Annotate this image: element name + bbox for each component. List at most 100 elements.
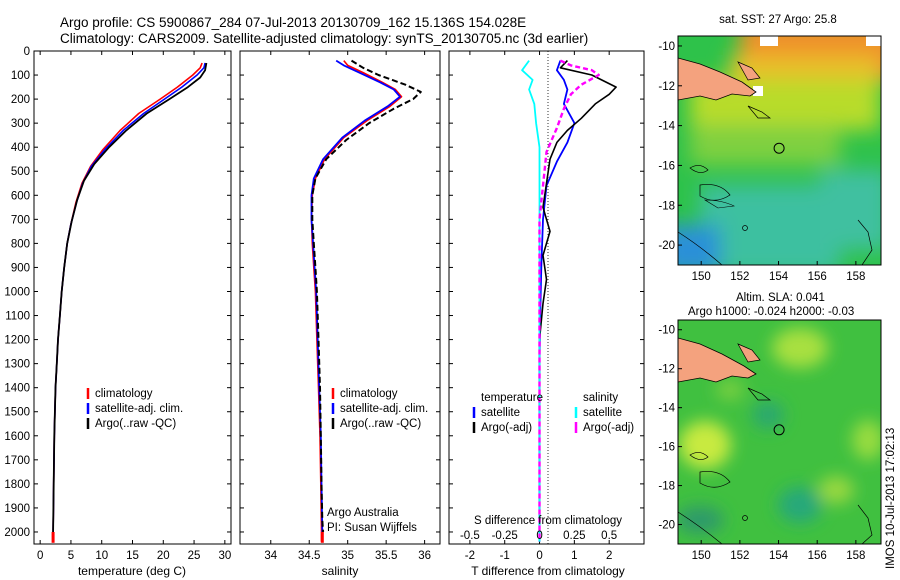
s-tick-label: -0.5 — [460, 530, 480, 542]
sla-map: Altim. SLA: 0.041 Argo h1000: -0.024 h20… — [658, 292, 882, 562]
depth-tick-label: 700 — [11, 214, 30, 226]
map-lat-label: -10 — [658, 325, 675, 337]
x-tick-label: 10 — [95, 550, 108, 562]
map-lat-label: -16 — [658, 442, 675, 454]
x-tick-label: 25 — [188, 550, 201, 562]
sla-map-title: Altim. SLA: 0.041 — [736, 292, 825, 304]
depth-tick-label: 100 — [11, 70, 30, 82]
map-lon-label: 150 — [692, 550, 711, 562]
depth-tick-label: 1800 — [4, 479, 30, 491]
sst-map-title: sat. SST: 27 Argo: 25.8 — [719, 14, 837, 26]
legend-entry: satellite-adj. clim. — [340, 403, 428, 415]
map-lon-label: 152 — [730, 271, 749, 283]
map-lat-label: -18 — [658, 481, 675, 493]
depth-tick-label: 1900 — [4, 503, 30, 515]
series-line — [538, 60, 617, 532]
depth-tick-label: 600 — [11, 190, 30, 202]
map-lat-label: -18 — [658, 200, 675, 212]
salinity-legend: climatology satellite-adj. clim. Argo(..ra… — [331, 388, 428, 430]
x-tick-label: 0 — [536, 550, 542, 562]
map-lon-label: 158 — [846, 271, 865, 283]
salinity-xlabel: salinity — [322, 564, 359, 578]
map-lat-label: -12 — [658, 364, 675, 376]
depth-tick-label: 0 — [24, 46, 30, 58]
depth-tick-label: 1000 — [4, 286, 30, 298]
figure-title-line1: Argo profile: CS 5900867_284 07-Jul-2013… — [60, 15, 526, 30]
x-tick-label: 15 — [126, 550, 139, 562]
temperature-panel: 0100200300400500600700800900100011001200… — [4, 46, 232, 578]
series-line — [52, 62, 206, 542]
x-tick-label: -2 — [465, 550, 475, 562]
depth-tick-label: 500 — [11, 166, 30, 178]
s-tick-label: -0.25 — [492, 530, 518, 542]
sla-map-frame — [677, 319, 882, 545]
sla-field — [678, 320, 881, 544]
difference-axes-box — [448, 50, 645, 545]
temperature-ticks: 0 5 10 15 20 25 30 — [37, 51, 231, 562]
series-line — [310, 59, 401, 542]
sla-map-ticks: 150 152 154 156 158 -10 -12 -14 -16 -18 -20 — [658, 325, 865, 562]
map-lat-label: -14 — [658, 121, 675, 133]
legend-entry: satellite — [481, 407, 520, 419]
series-line — [521, 60, 541, 542]
temperature-series — [51, 62, 208, 543]
depth-tick-label: 2000 — [4, 527, 30, 539]
map-lon-label: 152 — [730, 550, 749, 562]
salinity-depth-ticks — [240, 50, 440, 533]
x-tick-label: 36 — [418, 550, 431, 562]
x-tick-label: 1 — [571, 550, 577, 562]
map-lon-label: 158 — [846, 550, 865, 562]
depth-tick-label: 1500 — [4, 407, 30, 419]
map-lon-label: 156 — [808, 271, 827, 283]
map-lon-label: 156 — [808, 550, 827, 562]
x-tick-label: 0 — [37, 550, 43, 562]
series-line — [538, 60, 576, 542]
salinity-panel: 34 34.5 35 35.5 36 climatology satellite-adj.… — [239, 50, 441, 578]
sst-map-frame — [677, 35, 882, 266]
s-tick-label: 0 — [536, 530, 542, 542]
temperature-legend: climatology satellite-adj. clim. Argo(..ra… — [86, 388, 183, 430]
salinity-series — [310, 59, 422, 543]
depth-tick-label: 900 — [11, 262, 30, 274]
depth-tick-label: 1100 — [5, 311, 30, 323]
map-lat-label: -20 — [658, 520, 675, 532]
depth-tick-label: 800 — [11, 238, 30, 250]
legend-entry: Argo(-adj) — [583, 422, 634, 434]
x-tick-label: 20 — [157, 550, 170, 562]
x-tick-label: 35 — [341, 550, 354, 562]
series-line — [311, 59, 422, 533]
x-tick-label: 2 — [606, 550, 612, 562]
t-difference-xlabel: T difference from climatology — [471, 564, 625, 578]
salinity-ticks: 34 34.5 35 35.5 36 — [264, 51, 431, 562]
argo-australia-note: Argo Australia — [327, 507, 399, 519]
map-lat-label: -20 — [658, 240, 675, 252]
map-lat-label: -12 — [658, 81, 675, 93]
sla-map-subtitle: Argo h1000: -0.024 h2000: -0.03 — [688, 306, 854, 318]
legend-heading: salinity — [583, 392, 618, 404]
series-line — [538, 59, 600, 542]
legend-entry: satellite — [583, 407, 622, 419]
legend-entry: Argo(..raw -QC) — [340, 418, 421, 430]
sst-map: sat. SST: 27 Argo: 25.8 — [658, 14, 882, 283]
map-lon-label: 154 — [769, 271, 789, 283]
map-lat-label: -14 — [658, 403, 675, 415]
difference-panel: -2 -1 0 1 2 temperature salinity satellite Argo… — [448, 50, 645, 578]
series-line — [310, 60, 403, 542]
difference-depth-ticks — [449, 50, 644, 533]
legend-entry: climatology — [340, 388, 398, 400]
map-lat-label: -16 — [658, 160, 675, 172]
x-tick-label: 35.5 — [375, 550, 397, 562]
legend-entry: Argo(..raw -QC) — [95, 418, 176, 430]
s-tick-label: 0.25 — [563, 530, 585, 542]
argo-location-marker — [773, 424, 785, 436]
argo-location-marker — [773, 142, 785, 154]
s-difference-label: S difference from climatology — [474, 515, 622, 527]
x-tick-label: 34 — [264, 550, 277, 562]
pi-note: PI: Susan Wijffels — [327, 522, 417, 534]
series-line — [52, 62, 208, 533]
depth-tick-label: 400 — [11, 142, 30, 154]
legend-heading: temperature — [481, 392, 543, 404]
depth-tick-label: 1200 — [4, 335, 30, 347]
sst-map-ticks: 150 152 154 156 158 -10 -12 -14 -16 -18 -20 — [658, 41, 865, 283]
